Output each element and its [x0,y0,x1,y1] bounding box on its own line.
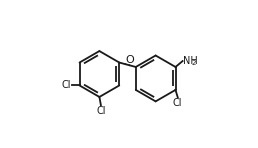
Text: 2: 2 [191,60,196,66]
Text: Cl: Cl [96,106,106,116]
Text: O: O [125,55,134,65]
Text: Cl: Cl [173,98,182,108]
Text: Cl: Cl [62,81,71,90]
Text: NH: NH [183,56,198,66]
